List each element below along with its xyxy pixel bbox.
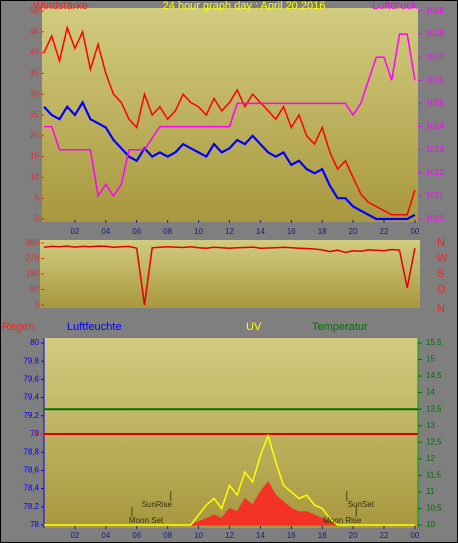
x-tick-label: 10 [194,227,203,236]
y2-tick-label: 1015 [426,99,444,108]
x-tick-label: 00 [410,531,419,540]
y-tick-label: 78,8 [23,447,39,456]
x-tick-label: 00 [410,227,419,236]
x-tick-label: 22 [380,531,389,540]
x-tick-label: 16 [287,531,296,540]
y-tick-label: 10 [30,173,39,182]
line [44,433,415,526]
y-tick-label: 45 [30,27,39,36]
y2-tick-label: 1017 [426,52,444,61]
x-tick-label: 18 [318,227,327,236]
compass-label: W [437,252,448,264]
y2-tick-label: 1011 [426,191,444,200]
y-tick-label: 78 [30,520,39,529]
x-tick-label: 10 [194,531,203,540]
humidity-label: Luftfeuchte [67,321,121,333]
y-tick-label: 78,2 [23,502,39,511]
y2-tick-label: 15,5 [426,338,442,347]
y-tick-label: 15 [30,152,39,161]
x-tick-label: 04 [101,531,110,540]
y-tick-label: 79,8 [23,356,39,365]
y2-tick-label: 1012 [426,168,444,177]
y-tick-label: 80 [30,338,39,347]
x-tick-label: 12 [225,531,234,540]
y2-tick-label: 1016 [426,75,444,84]
chart-title: 24 hour graph day : April 20,2016 [163,0,326,12]
y2-tick-label: 14 [426,388,435,397]
x-tick-label: 02 [70,227,79,236]
y2-tick-label: 13,5 [426,404,442,413]
y2-tick-label: 12 [426,454,435,463]
x-tick-label: 08 [163,531,172,540]
y-tick-label: 180 [26,269,40,278]
x-tick-label: 14 [256,227,265,236]
x-tick-label: 20 [349,531,358,540]
temperature-label: Temperatur [312,321,368,333]
y-tick-label: 0 [35,214,40,223]
rain-label: Regen [2,321,34,333]
x-tick-label: 22 [380,227,389,236]
y-tick-label: 40 [30,48,39,57]
y3-tick-label: 0 [33,429,38,438]
y2-tick-label: 10,5 [426,504,442,513]
compass-label: N [437,237,445,249]
compass-label: S [437,268,444,280]
pressure-label: Luftdruck [372,0,418,12]
y2-tick-label: 11 [426,487,435,496]
x-tick-label: 14 [256,531,265,540]
y-tick-label: 90 [30,285,39,294]
x-tick-label: 08 [163,227,172,236]
annotation: Moon Rise [323,516,362,525]
y2-tick-label: 13 [426,421,435,430]
y2-tick-label: 1014 [426,122,444,131]
y-tick-label: 78,4 [23,484,39,493]
y-tick-label: 360 [26,238,40,247]
annotation: SunRise [142,500,173,509]
compass-label: O [437,283,446,295]
y-tick-label: 79,2 [23,411,39,420]
y2-tick-label: 11,5 [426,470,442,479]
wind-label: Windstärke [33,0,88,12]
y-tick-label: 79 [30,429,39,438]
line [44,33,416,198]
y-tick-label: 270 [26,254,40,263]
y2-tick-label: 10 [426,520,435,529]
panel-wind [42,8,418,222]
x-tick-label: 18 [318,531,327,540]
y-tick-label: 78,6 [23,466,39,475]
x-tick-label: 04 [101,227,110,236]
y-tick-label: 50 [30,6,39,15]
x-tick-label: 06 [132,531,141,540]
annotation: SunSet [348,500,375,509]
y-tick-label: 0 [35,300,40,309]
y-tick-label: 79,6 [23,375,39,384]
y2-tick-label: 14,5 [426,371,442,380]
y-tick-label: 30 [30,89,39,98]
y2-tick-label: 15 [426,355,435,364]
y-tick-label: 79,4 [23,393,39,402]
y2-tick-label: 1019 [426,6,444,15]
y-tick-label: 20 [30,131,39,140]
compass-label: N [437,303,445,315]
y2-tick-label: 1010 [426,214,444,223]
y-tick-label: 5 [35,193,40,202]
line [43,24,416,216]
y2-tick-label: 12,5 [426,437,442,446]
line [43,245,416,306]
x-tick-label: 02 [70,531,79,540]
y2-tick-label: 1018 [426,29,444,38]
line [43,100,416,221]
annotation: Moon Set [129,516,164,525]
y-tick-label: 25 [30,110,39,119]
x-tick-label: 12 [225,227,234,236]
x-tick-label: 16 [287,227,296,236]
y-tick-label: 35 [30,69,39,78]
uv-label: UV [246,321,262,333]
x-tick-label: 06 [132,227,141,236]
x-tick-label: 20 [349,227,358,236]
y2-tick-label: 1013 [426,145,444,154]
